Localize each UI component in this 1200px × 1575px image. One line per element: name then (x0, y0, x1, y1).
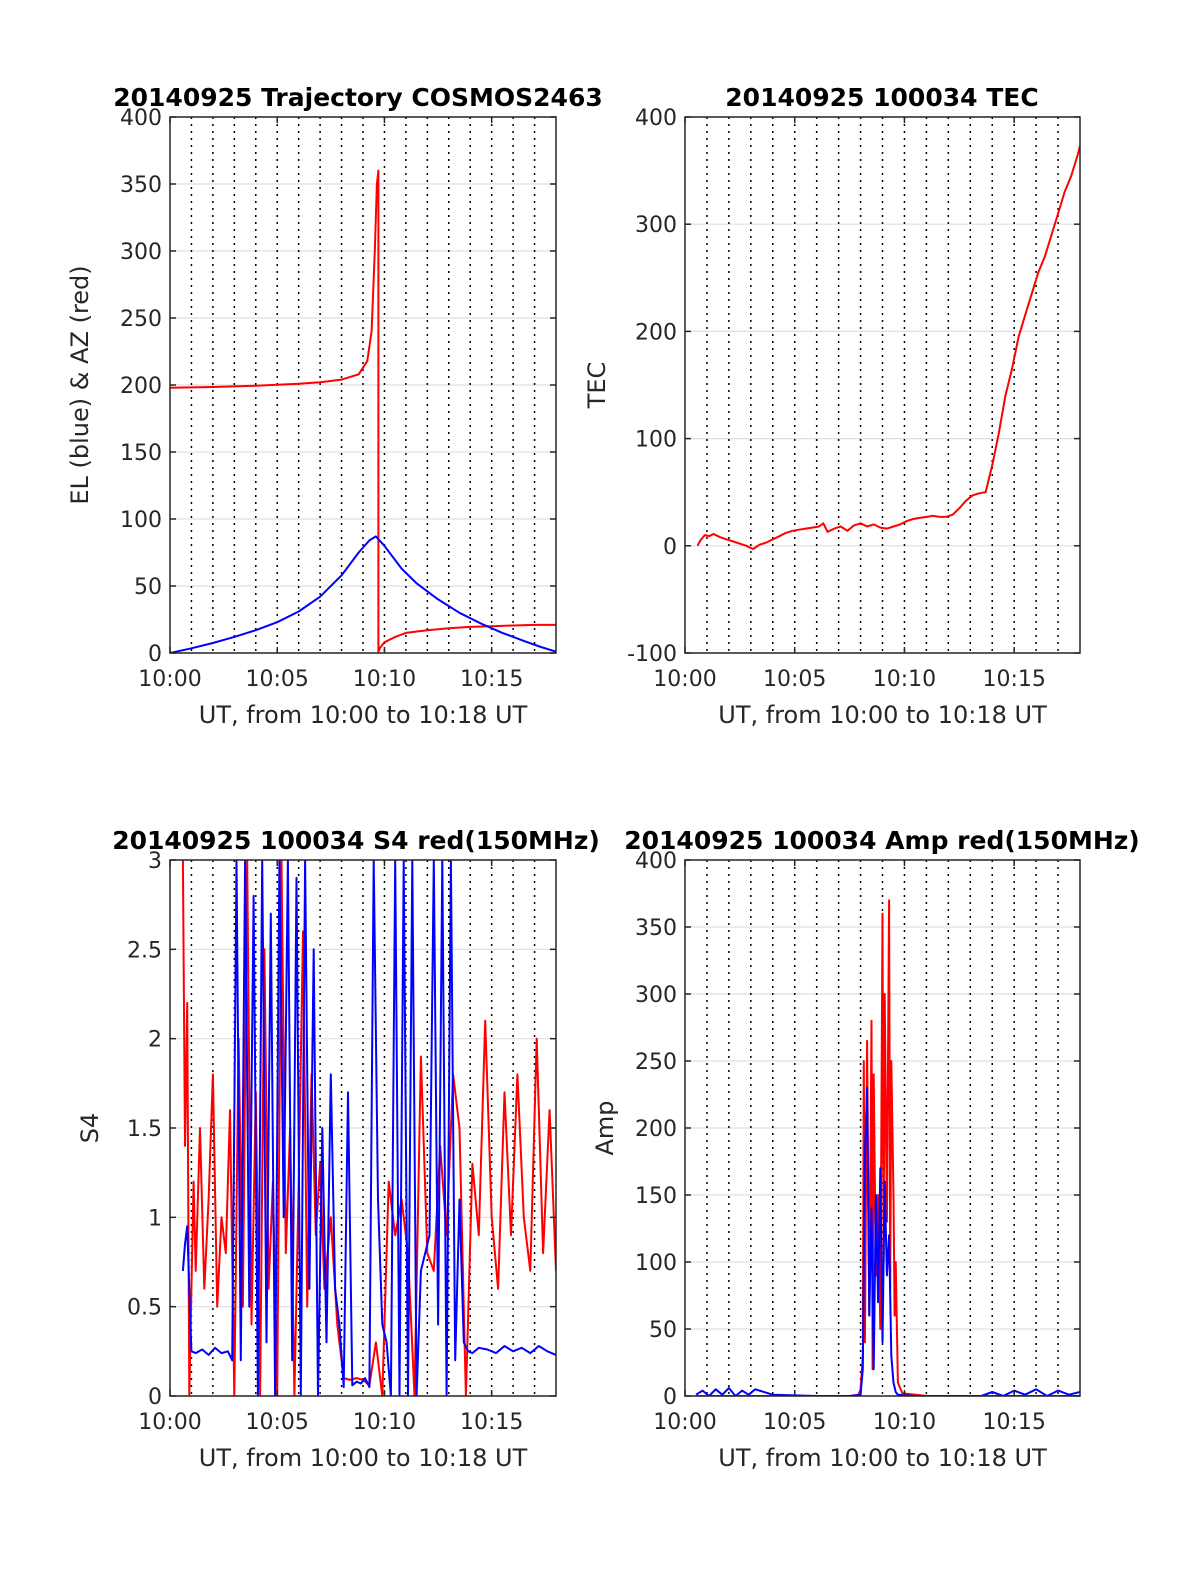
y-tick-label: -100 (627, 642, 677, 667)
y-tick-label: 350 (635, 916, 677, 941)
red-series-line (696, 145, 1080, 550)
y-tick-label: 200 (635, 320, 677, 345)
x-tick-label: 10:15 (460, 1410, 523, 1435)
y-tick-label: 200 (120, 374, 162, 399)
x-axis-label: UT, from 10:00 to 10:18 UT (718, 1444, 1047, 1472)
y-tick-label: 0 (663, 1385, 677, 1410)
y-tick-label: 150 (635, 1184, 677, 1209)
x-axis-label: UT, from 10:00 to 10:18 UT (199, 1444, 528, 1472)
x-tick-label: 10:05 (763, 1410, 826, 1435)
s4-panel: 0 0.5 1 1.5 2 2.5 3 10:00 10:05 10:10 10:15 2014092… (76, 826, 600, 1472)
y-tick-label: 2.5 (127, 938, 162, 963)
y-axis-label: TEC (583, 362, 611, 410)
y-tick-label: 300 (635, 213, 677, 238)
y-tick-label: 150 (120, 441, 162, 466)
y-tick-label: 100 (635, 1251, 677, 1276)
y-tick-label: 0 (148, 1385, 162, 1410)
x-tick-label: 10:10 (353, 667, 416, 692)
red-series-line (170, 169, 556, 653)
x-tick-label: 10:10 (353, 1410, 416, 1435)
y-tick-label: 3 (148, 849, 162, 874)
y-tick-label: 400 (635, 106, 677, 131)
x-tick-label: 10:00 (138, 1410, 201, 1435)
blue-series-line (170, 535, 556, 653)
chart-title: 20140925 100034 Amp red(150MHz) (624, 826, 1140, 855)
y-tick-label: 350 (120, 173, 162, 198)
x-tick-label: 10:00 (138, 667, 201, 692)
y-tick-label: 250 (635, 1050, 677, 1075)
red-series-line (181, 860, 556, 1396)
y-tick-label: 0.5 (127, 1296, 162, 1321)
y-axis-label: EL (blue) & AZ (red) (66, 265, 94, 504)
axes-box (684, 116, 1081, 654)
x-tick-label: 10:05 (246, 1410, 309, 1435)
x-tick-label: 10:15 (982, 667, 1045, 692)
chart-title: 20140925 Trajectory COSMOS2463 (113, 83, 603, 112)
x-tick-label: 10:00 (653, 667, 716, 692)
y-tick-label: 250 (120, 307, 162, 332)
y-axis-label: Amp (591, 1100, 619, 1155)
blue-series-line (181, 860, 556, 1396)
y-tick-label: 50 (649, 1318, 677, 1343)
amp-panel: 0 50 100 150 200 250 300 350 400 10:00 10:05 10:10 1… (591, 826, 1140, 1472)
y-tick-label: 2 (148, 1028, 162, 1053)
chart-title: 20140925 100034 S4 red(150MHz) (112, 826, 600, 855)
y-tick-label: 1.5 (127, 1117, 162, 1142)
red-series-line (696, 899, 1080, 1396)
blue-series-line (695, 1086, 1080, 1396)
x-tick-label: 10:05 (763, 667, 826, 692)
y-tick-label: 0 (663, 535, 677, 560)
x-tick-label: 10:05 (246, 667, 309, 692)
y-tick-label: 200 (635, 1117, 677, 1142)
y-tick-label: 400 (120, 106, 162, 131)
y-tick-label: 400 (635, 849, 677, 874)
y-tick-label: 50 (134, 575, 162, 600)
x-tick-label: 10:10 (873, 1410, 936, 1435)
y-axis-label: S4 (76, 1113, 104, 1144)
y-tick-label: 100 (120, 508, 162, 533)
x-tick-label: 10:00 (653, 1410, 716, 1435)
y-tick-label: 1 (148, 1206, 162, 1231)
x-axis-label: UT, from 10:00 to 10:18 UT (199, 701, 528, 729)
x-tick-label: 10:15 (460, 667, 523, 692)
y-tick-label: 300 (635, 983, 677, 1008)
y-tick-label: 300 (120, 240, 162, 265)
x-tick-label: 10:10 (873, 667, 936, 692)
chart-title: 20140925 100034 TEC (725, 83, 1038, 112)
y-tick-label: 0 (148, 642, 162, 667)
y-tick-label: 100 (635, 428, 677, 453)
x-tick-label: 10:15 (982, 1410, 1045, 1435)
tec-panel: -100 0 100 200 300 400 10:00 10:05 10:10 10:15 201… (583, 83, 1081, 729)
trajectory-panel: 0 50 100 150 200 250 300 350 400 10:00 10:05 10:10 1… (66, 83, 603, 729)
x-axis-label: UT, from 10:00 to 10:18 UT (718, 701, 1047, 729)
